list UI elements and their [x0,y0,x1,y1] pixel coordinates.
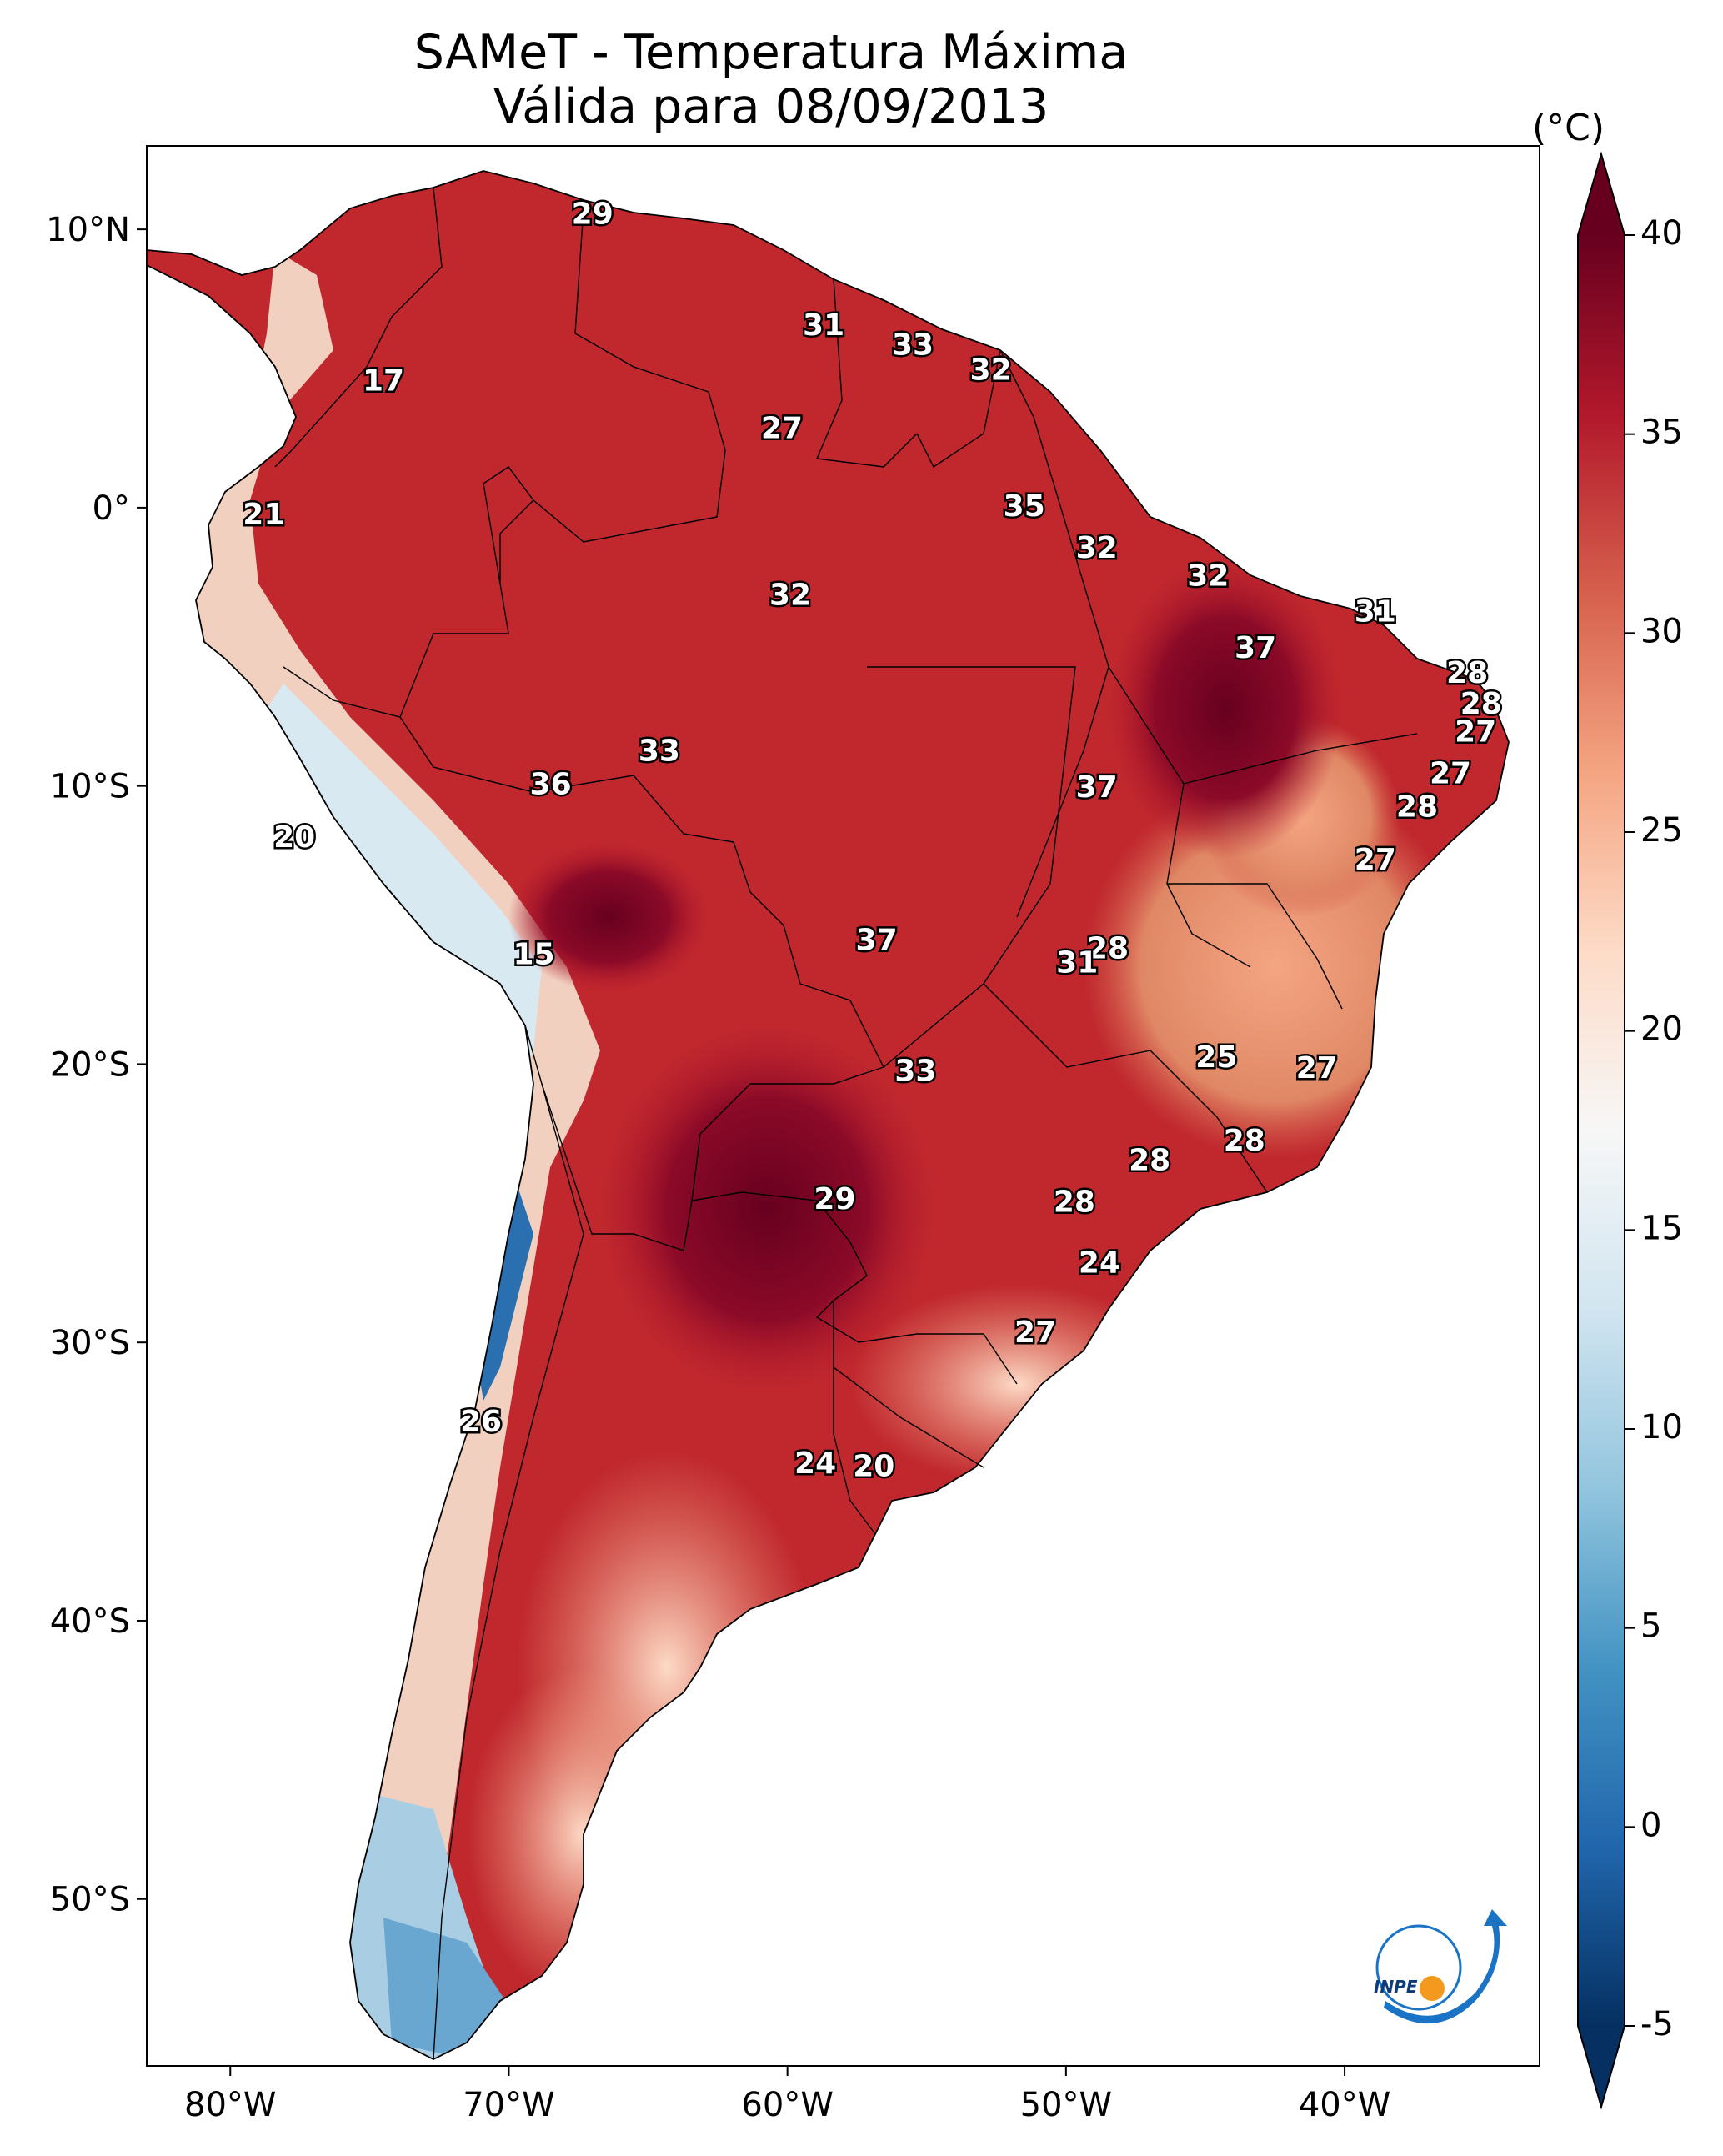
colorbar-tick-label: 15 [1640,1209,1683,1247]
coastline [147,170,1510,2061]
lon-tick-label: 40°W [1299,2086,1390,2124]
contour-label: 27 [1430,756,1471,790]
contour-label: 24 [794,1447,836,1481]
colorbar-tick-label: 25 [1640,811,1683,850]
contour-label: 28 [1224,1124,1265,1158]
contour-label: 33 [892,328,934,362]
lon-tick-label: 70°W [463,2086,554,2124]
contour-label: 28 [1396,790,1438,824]
contour-label: 32 [1076,531,1118,565]
contour-label: 15 [513,937,554,971]
contour-label: 27 [761,411,803,445]
contour-labels: 2917213133322735323232313728282727282733… [241,195,1505,1486]
contour-label: 29 [572,197,614,231]
contour-label: 35 [1004,489,1045,524]
contour-label: 24 [1079,1246,1120,1281]
contour-label: 27 [1455,714,1496,749]
contour-label: 28 [1054,1185,1095,1219]
inpe-logo: INPE [1374,1909,1507,2024]
contour-label: 36 [530,768,572,802]
colorbar-body [1578,235,1625,2026]
colorbar-unit: (°C) [1532,107,1605,149]
colorbar-tick-label: 35 [1640,414,1683,452]
contour-label: 28 [1087,932,1129,966]
contour-label: 28 [1446,656,1488,690]
contour-label: 28 [1129,1143,1170,1177]
logo-sun-icon [1420,1976,1445,2001]
logo-text: INPE [1374,1977,1418,1997]
map-title-line2: Válida para 08/09/2013 [493,79,1049,134]
lat-tick-label: 40°S [50,1602,130,1641]
colorbar-tick-label: 5 [1640,1607,1661,1646]
contour-label: 32 [970,353,1012,387]
lat-tick-label: 10°N [46,211,130,249]
longitude-ticks: 80°W 70°W 60°W 50°W 40°W [184,2066,1390,2124]
contour-label: 37 [1235,631,1276,665]
contour-label: 32 [1187,559,1229,593]
lon-tick-label: 50°W [1020,2086,1112,2124]
contour-label: 21 [243,498,284,532]
contour-label: 28 [1460,687,1502,721]
lat-tick-label: 30°S [50,1324,130,1362]
contour-label: 27 [1014,1316,1056,1350]
colorbar-ticks: 40 35 30 25 20 15 10 5 0 -5 [1625,214,1683,2043]
lat-tick-label: 10°S [50,768,130,806]
contour-label: 37 [1076,770,1118,805]
map-border [146,145,1540,2067]
contour-label: 33 [894,1054,936,1088]
contour-label: 33 [639,735,680,769]
colorbar-tick-label: -5 [1640,2005,1674,2043]
colorbar-lower-extend [1578,2026,1625,2107]
contour-label: 26 [460,1405,502,1439]
contour-label: 32 [769,579,811,613]
contour-label: 31 [1056,945,1098,980]
contour-label: 20 [273,820,315,855]
colorbar-upper-extend [1578,154,1625,235]
lat-tick-label: 50°S [50,1881,130,1919]
country-borders [274,187,1418,2060]
colorbar-tick-label: 40 [1640,214,1683,253]
lon-tick-label: 60°W [741,2086,833,2124]
contour-label: 27 [1355,843,1396,877]
contour-label: 31 [1355,595,1396,629]
logo-orbit-icon [1375,1924,1462,2011]
contour-label: 25 [1195,1040,1237,1075]
colorbar-tick-label: 20 [1640,1010,1683,1049]
colorbar-tick-label: 10 [1640,1408,1683,1447]
logo-arrow-icon [1384,1909,1507,2024]
contour-label: 29 [814,1182,855,1216]
contour-label: 17 [363,364,404,399]
lat-tick-label: 20°S [50,1045,130,1084]
contour-label: 20 [853,1449,894,1483]
lat-tick-label: 0° [93,489,130,528]
colorbar-tick-label: 30 [1640,612,1683,650]
contour-label: 27 [1296,1051,1338,1086]
colorbar-tick-label: 0 [1640,1806,1661,1844]
lon-tick-label: 80°W [184,2086,276,2124]
contour-label: 31 [803,308,844,343]
map-title-line1: SAMeT - Temperatura Máxima [413,25,1129,80]
colorbar: 40 35 30 25 20 15 10 5 0 -5 [1577,151,1683,2110]
contour-label: 37 [856,924,898,958]
latitude-ticks: 10°N 0° 10°S 20°S 30°S 40°S 50°S [46,211,147,1919]
